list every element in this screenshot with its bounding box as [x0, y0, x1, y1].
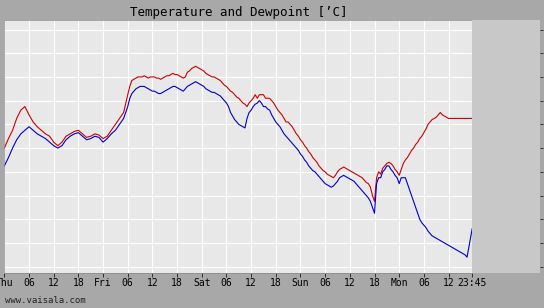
Title: Temperature and Dewpoint [’C]: Temperature and Dewpoint [’C] — [129, 6, 347, 19]
Text: www.vaisala.com: www.vaisala.com — [5, 296, 86, 305]
